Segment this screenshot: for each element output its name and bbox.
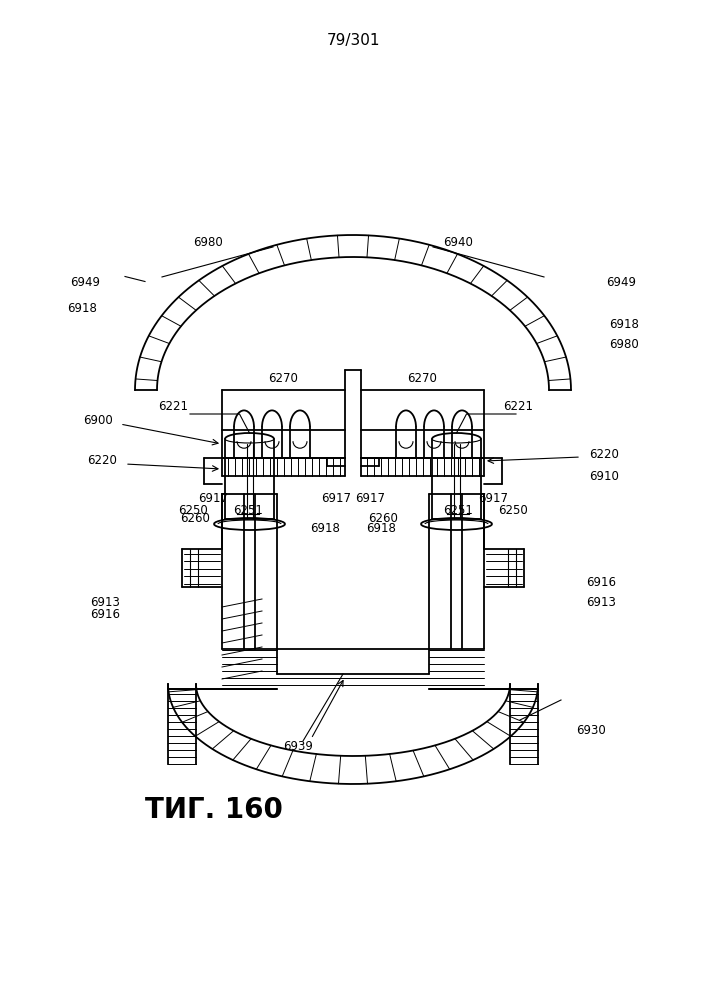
Text: 6918: 6918 (366, 522, 396, 534)
Text: 6917: 6917 (355, 491, 385, 504)
Text: 6900: 6900 (83, 414, 113, 428)
Text: ΤИГ. 160: ΤИГ. 160 (145, 796, 283, 824)
Text: 6939: 6939 (283, 740, 313, 754)
Text: 6916: 6916 (586, 576, 616, 588)
Text: 6251: 6251 (443, 504, 473, 518)
Text: 6949: 6949 (70, 275, 100, 288)
Text: 6918: 6918 (609, 318, 639, 332)
Text: 6220: 6220 (87, 454, 117, 468)
Text: 6913: 6913 (90, 595, 120, 608)
Text: 6270: 6270 (269, 371, 298, 384)
Text: 6917: 6917 (198, 491, 228, 504)
Text: 6270: 6270 (407, 371, 438, 384)
Text: 6250: 6250 (498, 504, 527, 518)
Text: 6918: 6918 (67, 302, 97, 314)
Text: 6221: 6221 (158, 399, 188, 412)
Text: 6251: 6251 (233, 504, 263, 518)
Text: 6260: 6260 (180, 512, 210, 526)
Text: 6930: 6930 (576, 724, 606, 738)
Text: 6260: 6260 (368, 512, 398, 526)
Text: 79/301: 79/301 (326, 32, 380, 47)
Text: 6916: 6916 (90, 608, 120, 621)
Text: 6913: 6913 (586, 595, 616, 608)
Text: 6980: 6980 (193, 235, 223, 248)
Text: 6980: 6980 (609, 338, 638, 352)
Text: 6949: 6949 (606, 275, 636, 288)
Text: 6918: 6918 (310, 522, 340, 534)
Text: 6910: 6910 (589, 471, 619, 484)
Text: 6220: 6220 (589, 448, 619, 460)
Text: 6917: 6917 (321, 491, 351, 504)
Text: 6917: 6917 (478, 491, 508, 504)
Text: 6250: 6250 (178, 504, 208, 518)
Text: 6940: 6940 (443, 235, 473, 248)
Text: 6221: 6221 (503, 399, 533, 412)
